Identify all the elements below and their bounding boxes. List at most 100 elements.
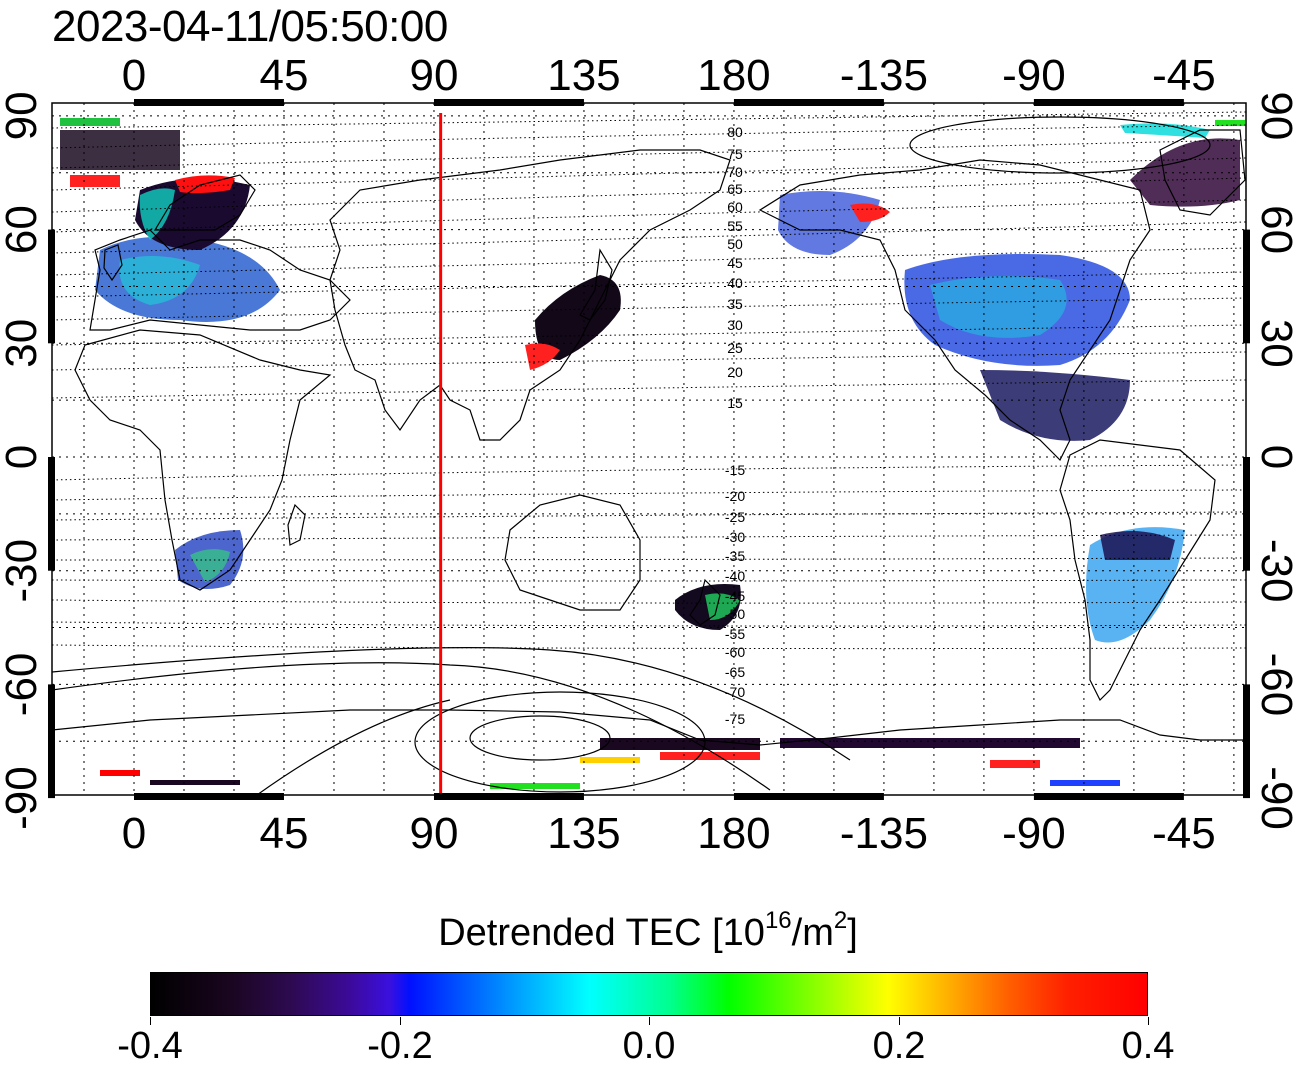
right-latitude-label: 90 <box>1252 91 1296 140</box>
contour-label: -55 <box>725 626 745 642</box>
contour-label: -65 <box>725 664 745 680</box>
right-axis-bar <box>1243 229 1250 344</box>
graticule-grid <box>52 103 1246 795</box>
magnetic-contours <box>52 111 1246 650</box>
left-latitude-label: 0 <box>0 445 46 469</box>
contour-label: 30 <box>727 317 743 333</box>
right-latitude-label: 30 <box>1252 319 1296 368</box>
contour-label: -25 <box>725 509 745 525</box>
right-latitude-label: 0 <box>1252 445 1296 469</box>
contour-label: 15 <box>727 395 743 411</box>
colorbar-tick-label: 0.0 <box>622 1025 676 1067</box>
contour-label: 20 <box>727 364 743 380</box>
contour-label: -20 <box>725 488 745 504</box>
left-latitude-label: -30 <box>0 539 46 603</box>
contour-label: 50 <box>727 236 743 252</box>
right-latitude-label: -90 <box>1252 766 1296 830</box>
contour-label: -50 <box>725 606 745 622</box>
coastline-south-america <box>1059 439 1216 702</box>
bottom-longitude-label: 180 <box>697 809 770 858</box>
contour-label: 45 <box>727 255 743 271</box>
colorbar-title-unit: /m <box>791 912 834 954</box>
top-longitude-label: -45 <box>1152 51 1216 100</box>
contour-label: 25 <box>727 340 743 356</box>
coastline-japan <box>579 248 613 321</box>
top-longitude-label: -90 <box>1002 51 1066 100</box>
top-longitude-label: 45 <box>260 51 309 100</box>
colorbar-tick-label: -0.4 <box>117 1025 183 1067</box>
contour-label: 80 <box>727 124 743 140</box>
left-axis-bar <box>48 457 55 571</box>
contour-label: 75 <box>727 146 743 162</box>
right-latitude-label: -60 <box>1252 653 1296 717</box>
right-axis-bar <box>1243 457 1250 571</box>
contour-label: 55 <box>727 218 743 234</box>
contour-label: -45 <box>725 588 745 604</box>
bottom-longitude-label: 45 <box>260 809 309 858</box>
colorbar-title-exponent: 16 <box>764 907 792 934</box>
colorbar-title-unit-exponent: 2 <box>833 907 848 934</box>
right-latitude-label: 60 <box>1252 205 1296 254</box>
top-longitude-label: 180 <box>697 51 770 100</box>
bottom-longitude-label: -45 <box>1152 809 1216 858</box>
bottom-longitude-label: -135 <box>840 809 928 858</box>
timestamp-title: 2023-04-11/05:50:00 <box>52 2 448 51</box>
coastline-antarctica <box>52 709 1246 746</box>
colorbar-tick <box>899 1017 900 1025</box>
coastline-uk <box>103 244 123 282</box>
contour-label: -60 <box>725 644 745 660</box>
contour-label: 60 <box>727 199 743 215</box>
top-axis-bar <box>433 99 584 106</box>
colorbar-tick-label: -0.2 <box>367 1025 433 1067</box>
left-axis-bar <box>48 229 55 344</box>
colorbar-tick-label: 0.4 <box>1121 1025 1175 1067</box>
top-longitude-label: -135 <box>840 51 928 100</box>
left-latitude-label: -60 <box>0 653 46 717</box>
colorbar-title: Detrended TEC [1016/m2] <box>0 907 1296 956</box>
contour-label: -70 <box>725 684 745 700</box>
contour-label: -15 <box>725 462 745 478</box>
right-axis-bar <box>1243 684 1250 799</box>
map-frame <box>51 102 1247 796</box>
coastlines <box>52 129 1246 746</box>
right-latitude-label: -30 <box>1252 539 1296 603</box>
contour-label: -35 <box>725 548 745 564</box>
colorbar-title-main: Detrended TEC [10 <box>438 912 765 954</box>
top-axis-bar <box>733 99 884 106</box>
top-axis-bar <box>134 99 284 106</box>
top-longitude-label: 90 <box>409 51 458 100</box>
contour-label: 65 <box>727 181 743 197</box>
coastline-africa <box>74 329 332 591</box>
contour-label: 35 <box>727 296 743 312</box>
contour-label: 40 <box>727 275 743 291</box>
contour-label: 70 <box>727 164 743 180</box>
bottom-longitude-label: 135 <box>547 809 620 858</box>
colorbar-tick <box>1148 1017 1149 1025</box>
coastline-australia <box>504 494 641 611</box>
coastline-asia <box>329 149 731 441</box>
colorbar-tick-label: 0.2 <box>872 1025 926 1067</box>
top-axis-bar <box>1033 99 1184 106</box>
coastline-madagascar <box>287 503 306 546</box>
coastline-scandinavia <box>153 174 256 231</box>
coastline-europe <box>89 229 351 331</box>
top-longitude-label: 135 <box>547 51 620 100</box>
left-latitude-label: 60 <box>0 205 46 254</box>
colorbar <box>150 972 1148 1016</box>
bottom-longitude-label: 90 <box>409 809 458 858</box>
left-latitude-label: 30 <box>0 319 46 368</box>
bottom-axis-bar <box>733 793 884 800</box>
left-latitude-label: 90 <box>0 91 46 140</box>
coastline-new-zealand <box>689 578 721 626</box>
left-axis-bar <box>48 684 55 799</box>
contour-label: -30 <box>725 529 745 545</box>
colorbar-tick <box>400 1017 401 1025</box>
colorbar-tick <box>649 1017 650 1025</box>
bottom-longitude-label: 0 <box>122 809 146 858</box>
bottom-axis-bar <box>1033 793 1184 800</box>
coastline-greenland <box>1159 129 1246 216</box>
bottom-axis-bar <box>433 793 584 800</box>
left-latitude-label: -90 <box>0 766 46 830</box>
